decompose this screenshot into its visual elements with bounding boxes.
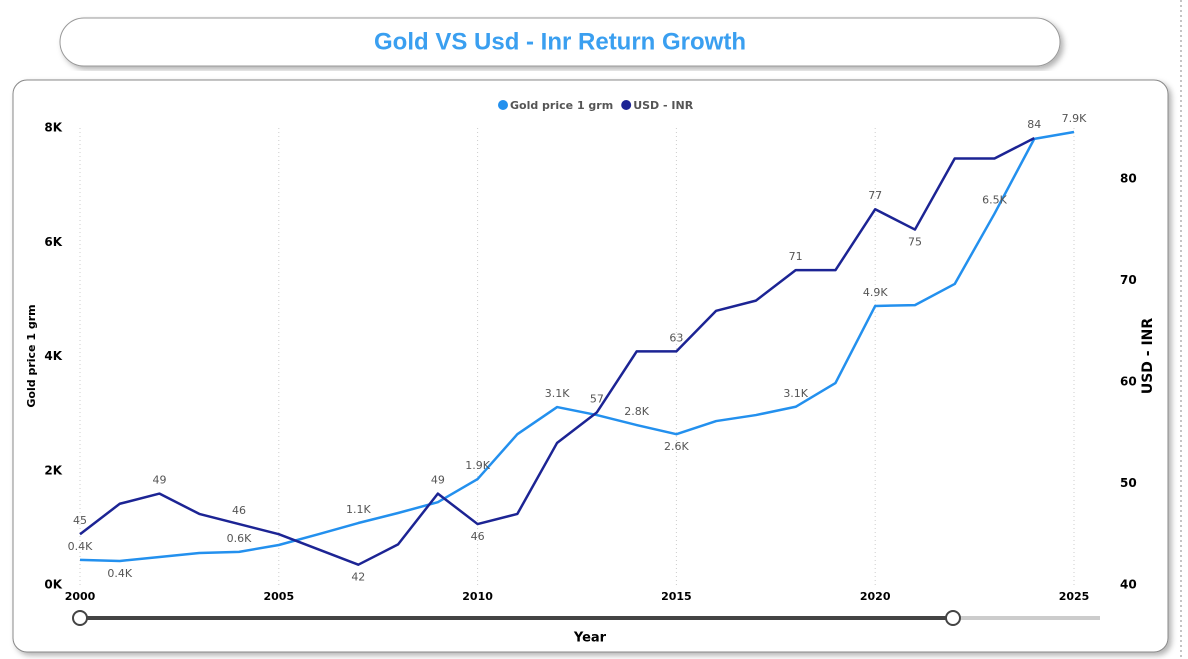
data-label: 2.6K bbox=[664, 440, 689, 453]
y-tick-label: 4K bbox=[44, 349, 62, 363]
data-label: 63 bbox=[669, 331, 683, 344]
x-tick-label: 2005 bbox=[263, 590, 294, 603]
y2-axis-title: USD - INR bbox=[1140, 318, 1156, 395]
data-label: 45 bbox=[73, 514, 87, 527]
data-label: 49 bbox=[153, 474, 167, 487]
y2-tick-label: 70 bbox=[1120, 273, 1137, 287]
y2-tick-label: 40 bbox=[1120, 578, 1137, 592]
legend-label: Gold price 1 grm bbox=[510, 99, 613, 112]
data-label: 49 bbox=[431, 474, 445, 487]
data-label: 2.8K bbox=[624, 405, 649, 418]
data-label: 77 bbox=[868, 189, 882, 202]
data-label: 46 bbox=[471, 530, 485, 543]
slider-handle[interactable] bbox=[945, 610, 961, 626]
data-label: 0.4K bbox=[107, 567, 132, 580]
y-tick-label: 2K bbox=[44, 463, 62, 477]
slider-handle[interactable] bbox=[72, 610, 88, 626]
legend-marker bbox=[498, 100, 508, 110]
data-label: 7.9K bbox=[1062, 112, 1087, 125]
chart-title: Gold VS Usd - Inr Return Growth bbox=[374, 28, 746, 55]
data-label: 46 bbox=[232, 504, 246, 517]
legend-label: USD - INR bbox=[633, 99, 694, 112]
y-tick-label: 0K bbox=[44, 578, 62, 592]
y2-tick-label: 60 bbox=[1120, 374, 1137, 388]
legend-marker bbox=[621, 100, 632, 110]
y-tick-label: 6K bbox=[44, 235, 62, 249]
y2-tick-label: 80 bbox=[1120, 171, 1137, 185]
data-label: 1.9K bbox=[465, 459, 490, 472]
x-tick-label: 2010 bbox=[462, 590, 493, 603]
data-label: 42 bbox=[351, 571, 365, 584]
x-axis-title: Year bbox=[573, 631, 607, 646]
data-label: 6.5K bbox=[982, 194, 1007, 207]
x-tick-label: 2020 bbox=[860, 590, 891, 603]
x-tick-label: 2015 bbox=[661, 590, 692, 603]
data-label: 1.1K bbox=[346, 503, 371, 516]
data-label: 75 bbox=[908, 236, 922, 249]
title-box bbox=[59, 17, 1061, 67]
data-label: 71 bbox=[789, 250, 803, 263]
series-line bbox=[79, 137, 1035, 566]
data-label: 57 bbox=[590, 392, 604, 405]
series-line bbox=[79, 130, 1075, 563]
x-tick-label: 2000 bbox=[65, 590, 96, 603]
data-label: 0.4K bbox=[68, 540, 93, 553]
data-label: 84 bbox=[1027, 118, 1041, 131]
y2-tick-label: 50 bbox=[1120, 476, 1137, 490]
y-axis-title: Gold price 1 grm bbox=[25, 304, 38, 407]
chart-card bbox=[12, 79, 1169, 653]
data-label: 3.1K bbox=[783, 387, 808, 400]
data-label: 0.6K bbox=[227, 532, 252, 545]
data-label: 3.1K bbox=[545, 387, 570, 400]
data-label: 4.9K bbox=[863, 286, 888, 299]
y-tick-label: 8K bbox=[44, 121, 62, 135]
x-tick-label: 2025 bbox=[1059, 590, 1090, 603]
